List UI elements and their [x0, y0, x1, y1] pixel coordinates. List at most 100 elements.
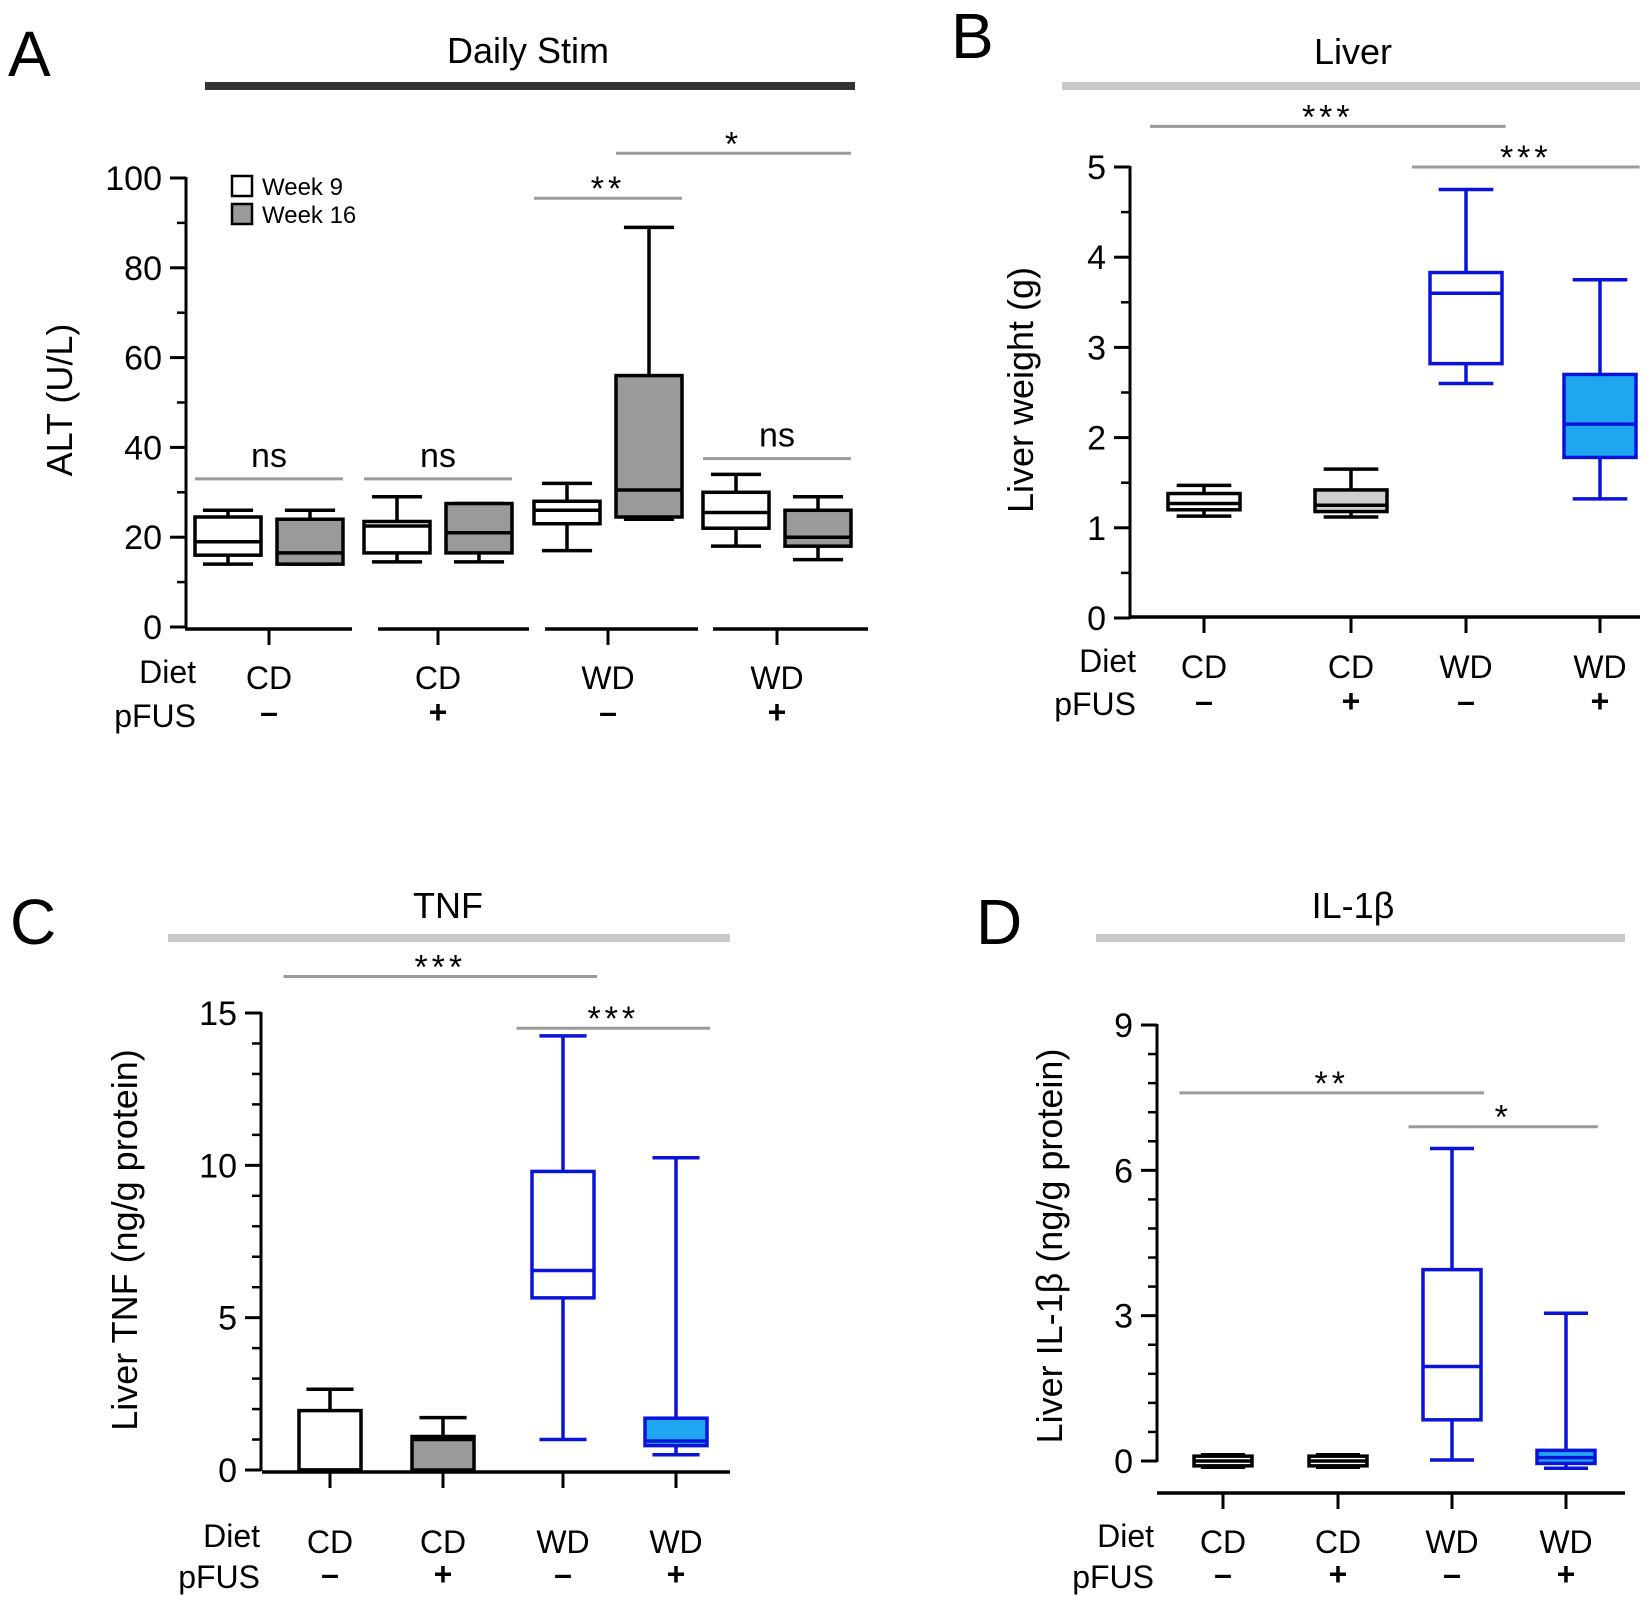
panel-title: TNF: [413, 885, 483, 926]
pfus-sign: –: [1457, 683, 1475, 719]
y-axis-label: ALT (U/L): [39, 324, 80, 477]
diet-row-label: Diet: [1097, 1518, 1154, 1554]
diet-label: WD: [1425, 1524, 1478, 1560]
significance-label: *: [1495, 1099, 1512, 1137]
significance-label: ns: [251, 437, 287, 475]
significance-label: **: [591, 170, 625, 208]
pfus-row-label: pFUS: [178, 1559, 260, 1595]
significance-annotation: ***: [1412, 139, 1640, 177]
box-plot: [530, 1034, 596, 1442]
box-plot: [1428, 187, 1504, 386]
panel-title: Daily Stim: [447, 30, 609, 71]
y-axis-label: Liver TNF (ng/g protein): [104, 1049, 145, 1430]
diet-label: CD: [307, 1524, 353, 1560]
title-bar: [168, 934, 730, 942]
y-tick-label: 0: [218, 1452, 237, 1490]
box-iqr: [614, 373, 684, 519]
box-plot: [1313, 467, 1389, 519]
box-plot: [643, 1155, 709, 1457]
diet-row-label: Diet: [139, 654, 196, 690]
diet-label: WD: [536, 1524, 589, 1560]
title-bar: [1096, 934, 1625, 942]
diet-label: WD: [1573, 649, 1626, 685]
significance-annotation: ***: [1150, 98, 1506, 136]
panel-title: Liver: [1314, 31, 1392, 72]
box-iqr: [1313, 488, 1389, 514]
diet-label: CD: [1315, 1524, 1361, 1560]
panel-title: IL-1β: [1312, 885, 1395, 926]
pfus-sign: –: [554, 1556, 572, 1592]
pfus-sign: –: [1214, 1556, 1232, 1592]
y-tick-label: 6: [1114, 1152, 1133, 1190]
box-plot: [532, 481, 602, 553]
box-iqr: [444, 501, 514, 555]
box-plot: [1192, 1452, 1254, 1470]
y-tick-label: 0: [143, 609, 162, 647]
diet-label: WD: [1539, 1524, 1592, 1560]
y-tick-label: 40: [124, 429, 162, 467]
pfus-row-label: pFUS: [1054, 686, 1136, 722]
y-axis-label: Liver IL-1β (ng/g protein): [1029, 1049, 1070, 1444]
panel-letter: B: [951, 0, 994, 72]
y-tick-label: 3: [1114, 1298, 1133, 1336]
significance-label: ns: [420, 437, 456, 475]
y-tick-label: 4: [1087, 239, 1106, 277]
y-tick-label: 20: [124, 519, 162, 557]
diet-label: CD: [246, 660, 292, 696]
pfus-sign: +: [429, 694, 448, 730]
y-tick-label: 5: [1087, 149, 1106, 187]
box-plot: [1421, 1146, 1483, 1462]
panel-letter: D: [976, 886, 1022, 958]
panel-letter: C: [10, 886, 56, 958]
significance-annotation: **: [534, 170, 682, 208]
legend-swatch: [230, 174, 254, 198]
box-plot: [1307, 1452, 1369, 1470]
box-plot: [297, 1387, 363, 1472]
y-tick-label: 15: [199, 995, 237, 1033]
y-tick-label: 3: [1087, 329, 1106, 367]
significance-label: ***: [1302, 98, 1354, 136]
diet-label: WD: [750, 660, 803, 696]
box-plot: [1166, 483, 1242, 518]
pfus-sign: +: [768, 694, 787, 730]
significance-label: ns: [759, 417, 795, 455]
pfus-sign: –: [321, 1556, 339, 1592]
box-plot: [193, 508, 263, 566]
pfus-sign: +: [434, 1556, 453, 1592]
title-bar: [1062, 82, 1640, 90]
y-tick-label: 60: [124, 340, 162, 378]
box-iqr: [701, 490, 771, 530]
box-iqr: [1428, 270, 1504, 366]
pfus-sign: –: [260, 694, 278, 730]
y-tick-label: 2: [1087, 420, 1106, 458]
diet-label: WD: [581, 660, 634, 696]
box-plot: [701, 472, 771, 548]
panel-letter: A: [8, 18, 51, 90]
box-iqr: [410, 1434, 476, 1472]
legend-swatch: [230, 202, 254, 226]
significance-annotation: ns: [364, 437, 512, 481]
y-tick-label: 9: [1114, 1007, 1133, 1045]
box-iqr: [530, 1169, 596, 1300]
box-plot: [362, 495, 432, 564]
pfus-sign: +: [1329, 1556, 1348, 1592]
box-iqr: [193, 515, 263, 557]
diet-row-label: Diet: [1079, 643, 1136, 679]
significance-annotation: *: [1408, 1099, 1598, 1137]
significance-label: ***: [1500, 139, 1552, 177]
pfus-sign: +: [1591, 683, 1610, 719]
diet-label: CD: [1328, 649, 1374, 685]
box-iqr: [532, 499, 602, 526]
box-plot: [783, 495, 853, 562]
diet-label: CD: [420, 1524, 466, 1560]
significance-annotation: ns: [703, 417, 851, 461]
y-tick-label: 100: [105, 160, 162, 198]
significance-annotation: ***: [283, 948, 598, 986]
box-plot: [410, 1415, 476, 1472]
diet-label: WD: [649, 1524, 702, 1560]
y-tick-label: 80: [124, 250, 162, 288]
